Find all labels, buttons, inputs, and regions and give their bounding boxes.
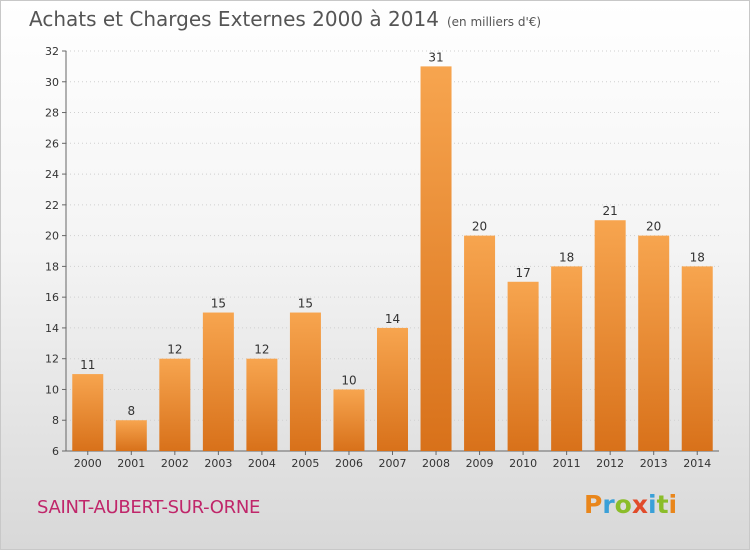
bar <box>159 358 191 451</box>
x-tick-label: 2010 <box>509 457 537 470</box>
bar-value-label: 10 <box>341 373 356 387</box>
bar-value-label: 17 <box>515 266 530 280</box>
bar <box>594 220 626 451</box>
x-tick-label: 2006 <box>335 457 363 470</box>
chart-title-text: Achats et Charges Externes 2000 à 2014 <box>29 7 439 31</box>
bar <box>72 374 104 451</box>
bar-value-label: 21 <box>603 204 618 218</box>
bar <box>681 266 713 451</box>
bar <box>289 312 321 451</box>
y-tick-label: 10 <box>45 383 59 396</box>
bar-value-label: 20 <box>472 220 487 234</box>
brand-logo-letter: i <box>648 490 657 519</box>
x-tick-label: 2007 <box>379 457 407 470</box>
bar-value-label: 31 <box>428 50 443 64</box>
y-tick-label: 6 <box>52 445 59 458</box>
brand-logo-letter: t <box>656 490 669 519</box>
y-tick-label: 24 <box>45 168 59 181</box>
x-tick-label: 2003 <box>204 457 232 470</box>
y-tick-label: 28 <box>45 107 59 120</box>
brand-logo-letter: x <box>631 490 648 519</box>
x-tick-label: 2013 <box>640 457 668 470</box>
brand-logo-letter: r <box>602 490 615 519</box>
x-tick-label: 2008 <box>422 457 450 470</box>
brand-logo-letter: o <box>614 490 632 519</box>
x-tick-label: 2009 <box>466 457 494 470</box>
brand-logo-letter: i <box>668 490 678 519</box>
bar-value-label: 14 <box>385 312 400 326</box>
x-tick-label: 2012 <box>596 457 624 470</box>
bar-value-label: 18 <box>690 250 705 264</box>
bar-value-label: 15 <box>211 297 226 311</box>
bar <box>551 266 583 451</box>
y-tick-label: 12 <box>45 353 59 366</box>
bar-value-label: 20 <box>646 220 661 234</box>
bar <box>377 327 408 451</box>
y-tick-label: 26 <box>45 137 59 150</box>
x-tick-label: 2001 <box>117 457 145 470</box>
x-tick-label: 2002 <box>161 457 189 470</box>
chart-title: Achats et Charges Externes 2000 à 2014 (e… <box>29 7 541 31</box>
y-tick-label: 22 <box>45 199 59 212</box>
bar <box>507 281 539 451</box>
bar <box>420 66 452 451</box>
location-label: SAINT-AUBERT-SUR-ORNE <box>37 497 261 518</box>
brand-logo-letter: P <box>584 490 603 519</box>
bar <box>333 389 365 451</box>
x-tick-label: 2014 <box>683 457 711 470</box>
bar <box>246 358 278 451</box>
bar <box>115 420 147 451</box>
y-tick-label: 20 <box>45 230 59 243</box>
y-tick-label: 14 <box>45 322 59 335</box>
y-tick-label: 18 <box>45 260 59 273</box>
bar-value-label: 11 <box>80 358 95 372</box>
bar-value-label: 18 <box>559 250 574 264</box>
x-tick-label: 2000 <box>74 457 102 470</box>
bar <box>638 235 670 451</box>
y-tick-label: 30 <box>45 76 59 89</box>
x-tick-label: 2004 <box>248 457 276 470</box>
chart-subtitle: (en milliers d'€) <box>446 15 542 29</box>
bar-value-label: 12 <box>254 343 269 357</box>
bar <box>202 312 234 451</box>
bar-value-label: 15 <box>298 297 313 311</box>
y-tick-label: 8 <box>52 414 59 427</box>
bar-value-label: 8 <box>127 404 135 418</box>
bar-value-label: 12 <box>167 343 182 357</box>
y-tick-label: 16 <box>45 291 59 304</box>
x-tick-label: 2005 <box>291 457 319 470</box>
y-tick-label: 32 <box>45 45 59 58</box>
bar <box>464 235 496 451</box>
brand-logo: Proxiti <box>584 490 677 519</box>
x-tick-label: 2011 <box>553 457 581 470</box>
